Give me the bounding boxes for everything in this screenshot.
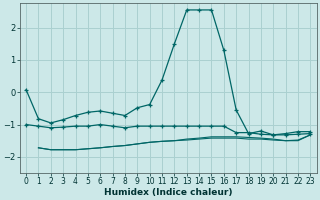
- X-axis label: Humidex (Indice chaleur): Humidex (Indice chaleur): [104, 188, 232, 197]
